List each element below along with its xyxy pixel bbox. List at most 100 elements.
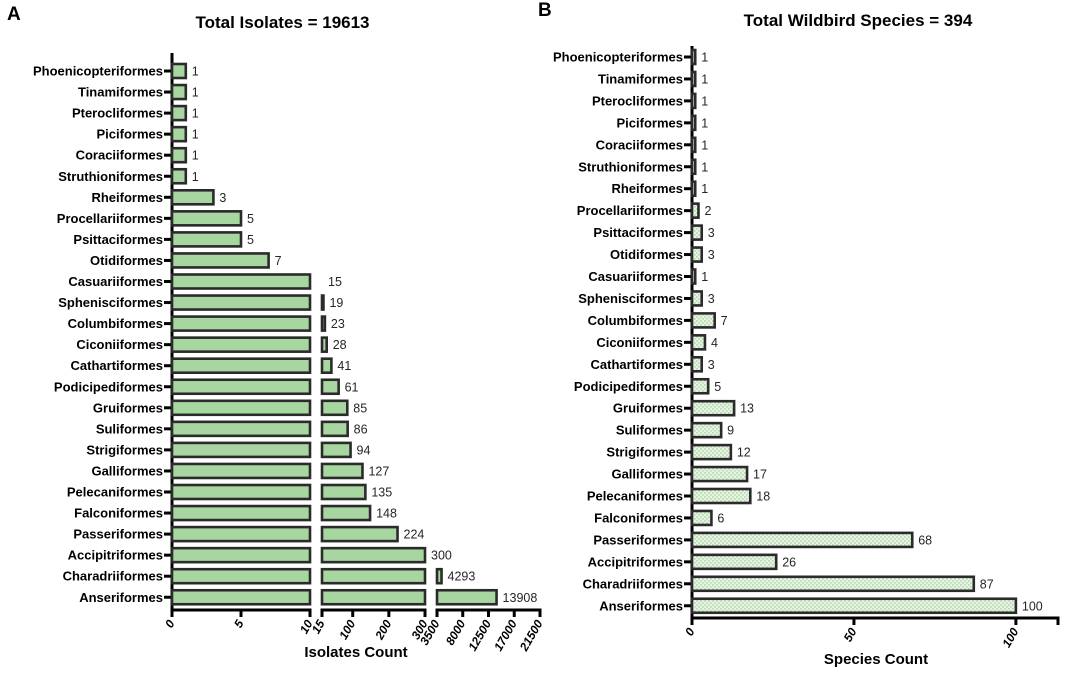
category-label: Casuariiformes [588,269,683,284]
category-label: Phoenicopteriformes [33,64,163,79]
category-label: Otidiformes [610,247,683,262]
category-label: Cathartiformes [591,357,683,372]
bar [170,294,312,311]
bar-value-label: 26 [782,555,796,569]
bar-value-label: 1 [701,182,708,196]
bar [320,315,327,332]
bar [170,231,243,248]
bar [690,312,716,329]
bar [690,443,733,461]
bar [320,378,340,396]
category-label: Piciformes [97,127,163,142]
panel-b-letter: B [538,0,552,21]
bar-value-label: 1 [192,107,199,121]
bar [690,268,697,285]
bar [690,202,700,219]
bar-value-label: 135 [371,486,392,500]
bar [690,92,697,110]
bar [690,224,704,241]
bar [435,567,443,585]
category-label: Casuariiformes [68,274,163,289]
category-label: Pelecaniformes [67,485,163,500]
category-label: Procellariiformes [57,211,163,226]
x-axis-tick-label: 0 [682,625,698,638]
bar [320,483,367,501]
bar-value-label: 300 [431,549,452,563]
bar [690,136,697,154]
bar-value-label: 9 [727,424,734,438]
category-label: Strigiformes [606,445,683,460]
bar [170,252,270,269]
bar [690,114,697,132]
category-label: Gruiformes [613,401,683,416]
bar-value-label: 148 [376,507,397,521]
bar [170,462,312,480]
x-axis-tick-label: 100 [999,625,1021,650]
category-label: Columbiformes [588,313,683,328]
bar [170,336,312,353]
bar-value-label: 1 [701,160,708,174]
bar-value-label: 15 [328,275,342,289]
category-label: Charadriiformes [63,569,163,584]
bar-value-label: 1 [701,94,708,108]
bar-value-label: 4 [711,336,718,350]
bar-value-label: 61 [345,380,359,394]
category-label: Charadriiformes [583,576,683,591]
bar [320,420,349,438]
bar-value-label: 3 [708,292,715,306]
bar-value-label: 1 [701,116,708,130]
category-label: Pterocliformes [72,106,163,121]
bar [170,504,312,522]
bar-value-label: 18 [756,490,770,504]
bar [320,336,328,353]
bar-value-label: 5 [247,233,254,247]
bar [170,62,188,80]
category-label: Struthioniformes [58,169,163,184]
bar-value-label: 3 [708,226,715,240]
bar [690,597,1018,615]
category-label: Gruiformes [93,400,163,415]
bar-value-label: 5 [247,212,254,226]
bar [690,487,752,505]
bar [320,546,427,564]
bar-value-label: 224 [404,528,425,542]
bar-value-label: 7 [275,254,282,268]
category-label: Strigiformes [86,442,163,457]
bar-value-label: 100 [1022,599,1043,613]
category-label: Anseriformes [79,590,163,605]
category-label: Sphenisciformes [578,291,683,306]
bar [690,246,704,263]
bar [690,531,914,549]
bar [690,180,697,197]
bar [170,357,312,375]
bar-value-label: 1 [701,138,708,152]
bar [320,294,325,311]
category-label: Pelecaniformes [587,489,683,504]
bar [690,48,697,66]
category-label: Ciconiiformes [596,335,683,350]
bar [170,399,312,417]
bar-value-label: 1 [192,170,199,184]
bar-value-label: 1 [192,65,199,79]
x-axis-tick-label: 10 [297,617,316,636]
bar-value-label: 68 [918,533,932,547]
category-label: Accipitriformes [68,548,163,563]
bar-value-label: 5 [714,380,721,394]
bar [320,525,399,543]
bar [320,567,427,585]
category-label: Galliformes [611,467,683,482]
bar-value-label: 23 [331,317,345,331]
bar [170,546,312,564]
category-label: Struthioniformes [578,159,683,174]
bar [170,315,312,332]
bar-value-label: 3 [219,191,226,205]
bar [690,509,713,527]
category-label: Piciformes [617,115,683,130]
category-label: Psittaciformes [73,232,163,247]
category-label: Podicipediformes [54,379,163,394]
bar [690,70,697,88]
category-label: Psittaciformes [593,225,683,240]
bar-value-label: 17 [753,468,767,482]
